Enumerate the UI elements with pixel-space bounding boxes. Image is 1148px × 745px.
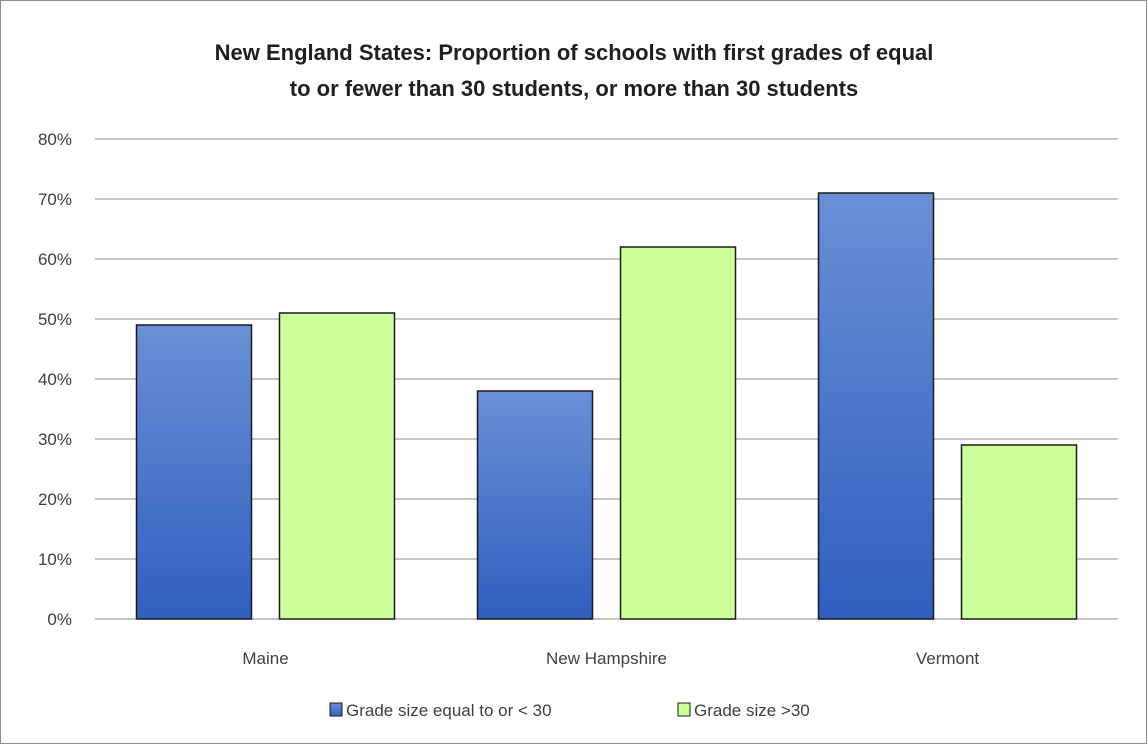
y-tick-label: 10%: [38, 550, 72, 569]
x-tick-label-new-hampshire: New Hampshire: [546, 649, 667, 668]
y-tick-label: 80%: [38, 130, 72, 149]
y-tick-label: 70%: [38, 190, 72, 209]
chart-title-line-1: New England States: Proportion of school…: [215, 40, 934, 65]
legend-label-series-1: Grade size equal to or < 30: [346, 701, 552, 720]
legend: Grade size equal to or < 30 Grade size >…: [329, 701, 810, 720]
y-tick-label: 50%: [38, 310, 72, 329]
y-tick-label: 30%: [38, 430, 72, 449]
bar-vermont-series-1: [817, 192, 935, 620]
y-tick-label: 0%: [47, 610, 72, 629]
bar-vermont-series-2: [960, 444, 1078, 620]
bars: [135, 192, 1078, 620]
gridlines: [95, 138, 1118, 620]
y-tick-label: 40%: [38, 370, 72, 389]
bar-new-hampshire-series-1: [476, 390, 594, 620]
x-tick-label-maine: Maine: [242, 649, 288, 668]
bar-maine-series-2: [278, 312, 396, 620]
bar-maine-series-1: [135, 324, 253, 620]
chart-title-line-2: to or fewer than 30 students, or more th…: [290, 76, 858, 101]
legend-label-series-2: Grade size >30: [694, 701, 810, 720]
bar-new-hampshire-series-2: [619, 246, 737, 620]
y-tick-label: 60%: [38, 250, 72, 269]
x-tick-label-vermont: Vermont: [916, 649, 980, 668]
y-tick-label: 20%: [38, 490, 72, 509]
legend-swatch-series-2: [677, 702, 691, 717]
x-axis-labels: Maine New Hampshire Vermont: [242, 649, 979, 668]
legend-swatch-series-1: [329, 702, 343, 717]
y-axis-ticks: 0% 10% 20% 30% 40% 50% 60% 70% 80%: [38, 130, 72, 629]
